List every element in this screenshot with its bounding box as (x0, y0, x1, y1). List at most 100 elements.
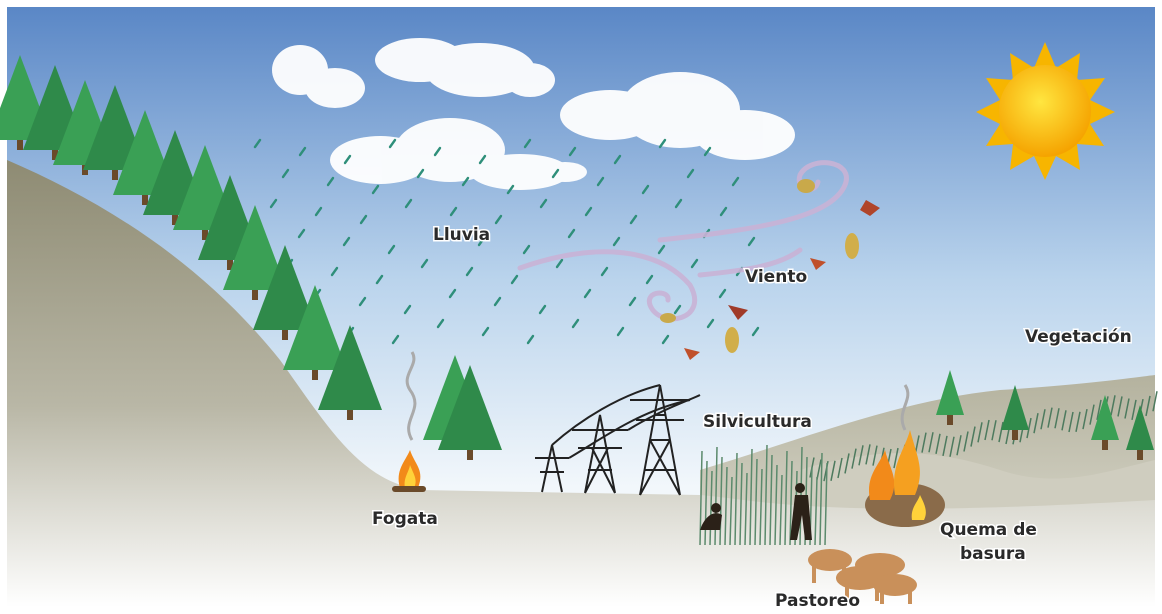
people (700, 483, 812, 540)
grass-blade (1026, 417, 1032, 439)
leaves (660, 179, 880, 360)
grass-blade (1082, 409, 1088, 430)
raindrop (526, 334, 535, 345)
trunk (142, 195, 148, 205)
raindrop (342, 236, 351, 247)
raindrop (481, 326, 490, 337)
raindrop (686, 168, 695, 179)
grass-blade (1040, 409, 1046, 430)
grass-blade (830, 460, 836, 481)
rain (253, 138, 760, 345)
reed (764, 444, 768, 546)
raindrop (416, 168, 425, 179)
grass-blade (851, 448, 857, 469)
label: Vegetación (1025, 327, 1132, 347)
raindrop (506, 184, 515, 195)
raindrop (420, 258, 429, 269)
raindrop (494, 214, 503, 225)
raindrop (404, 198, 413, 209)
trunk (467, 450, 473, 460)
forest (0, 55, 1154, 460)
grass-blade (991, 420, 997, 441)
raindrop (600, 266, 609, 277)
grass-blade (816, 459, 822, 480)
raindrop (616, 326, 625, 337)
label: basura (960, 544, 1026, 564)
grass-blade (1061, 410, 1067, 431)
grass-blade (1054, 408, 1060, 429)
tree (1091, 395, 1119, 440)
trunk (347, 410, 353, 420)
raindrop (539, 198, 548, 209)
raindrop (751, 326, 760, 337)
trunk (1012, 430, 1018, 440)
raindrop (571, 318, 580, 329)
reed (769, 454, 773, 546)
raindrop (628, 296, 637, 307)
grass-blade (998, 421, 1004, 443)
reed (754, 458, 758, 546)
raindrop (703, 146, 712, 157)
grass-blade (1131, 399, 1137, 421)
raindrop (690, 258, 699, 269)
tree (1126, 405, 1154, 450)
raindrop (343, 154, 352, 165)
raindrop (706, 318, 715, 329)
trunk (112, 170, 118, 180)
raindrop (269, 198, 278, 209)
grass-blade (977, 422, 983, 443)
raindrop (478, 154, 487, 165)
reed (729, 476, 733, 546)
raindrop (731, 176, 740, 187)
trunk (947, 415, 953, 425)
trunk (17, 140, 23, 150)
grass-blade (1068, 411, 1074, 433)
tree (1001, 385, 1029, 430)
trunk (252, 290, 258, 300)
reed (819, 452, 823, 546)
raindrop (567, 228, 576, 239)
reed (744, 472, 748, 546)
cattle (808, 549, 917, 604)
raindrop (645, 274, 654, 285)
raindrop (641, 184, 650, 195)
raindrop (522, 244, 531, 255)
raindrop (403, 304, 412, 315)
grass-blade (949, 436, 955, 457)
grass-blade (1117, 396, 1123, 417)
raindrop (674, 198, 683, 209)
tree (223, 205, 287, 290)
raindrop (568, 146, 577, 157)
grass (809, 391, 1158, 482)
label: Fogata (372, 509, 438, 529)
grass-blade (921, 432, 927, 453)
reed (704, 460, 708, 546)
raindrop (433, 146, 442, 157)
grass-blade (1033, 413, 1039, 434)
grass-blade (956, 435, 962, 456)
raindrop (449, 206, 458, 217)
campfire (392, 351, 426, 492)
reed (814, 476, 818, 546)
grass-blade (984, 419, 990, 441)
trunk (282, 330, 288, 340)
label: Silvicultura (703, 412, 812, 432)
tree (283, 285, 347, 370)
reed (789, 460, 793, 546)
reed (724, 466, 728, 546)
raindrop (718, 288, 727, 299)
label: Quema de (940, 520, 1037, 540)
raindrop (510, 274, 519, 285)
raindrop (747, 236, 756, 247)
grass-blade (865, 444, 871, 465)
raindrop (613, 154, 622, 165)
raindrop (298, 146, 307, 157)
reed (759, 468, 763, 546)
reed (734, 452, 738, 546)
grass-blade (1096, 399, 1102, 420)
reed (779, 474, 783, 546)
trunk (172, 215, 178, 225)
raindrop (432, 228, 441, 239)
raindrop (253, 138, 262, 149)
